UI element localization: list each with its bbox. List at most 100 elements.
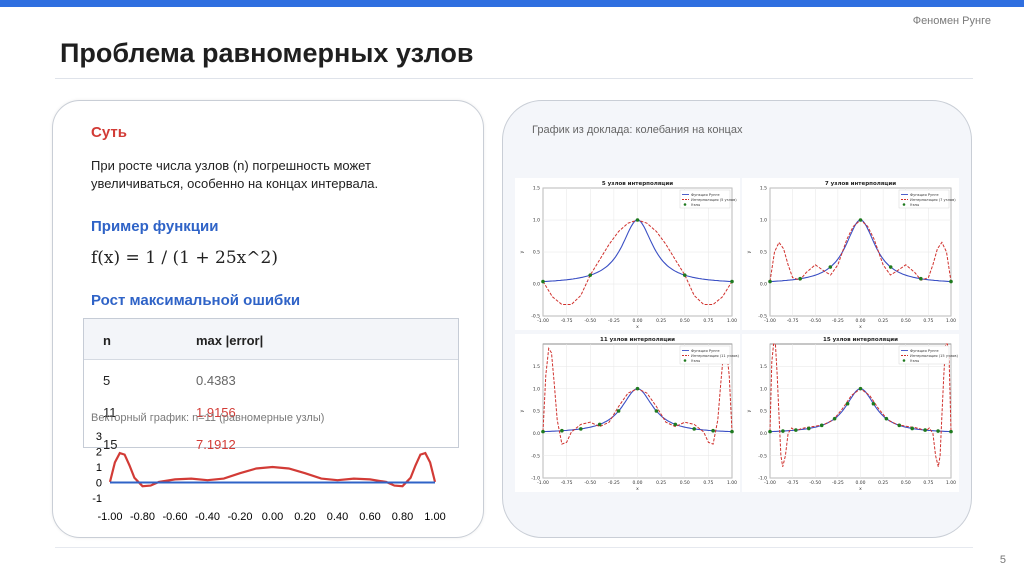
node-point [798, 276, 802, 281]
y-tick-label: 1.5 [533, 186, 540, 192]
plot-panel-5: 5 узлов интерполяции -1.00 -0.75 -0.50 -0.25… [515, 178, 740, 330]
x-axis-label: x [859, 487, 862, 492]
footer-divider [55, 547, 973, 548]
y-tick-label: 0.0 [533, 282, 540, 288]
table-row: 5 0.4383 [84, 359, 458, 391]
plot-5-nodes: 5 узлов интерполяции -1.00 -0.75 -0.50 -0.25… [520, 181, 737, 330]
y-tick-label: -1.0 [531, 476, 540, 482]
x-axis-label: x [859, 325, 862, 330]
node-point [794, 428, 798, 432]
node-point [635, 386, 640, 391]
table-row: 11 1.9156 [84, 391, 458, 423]
plot-7-nodes: 7 узлов интерполяции -1.00 -0.75 -0.50 -0.25… [747, 181, 956, 330]
node-point [616, 409, 621, 413]
node-point [828, 265, 833, 269]
x-tick-label: 0.75 [923, 318, 933, 324]
plot-title: 5 узлов интерполяции [602, 181, 673, 187]
x-tick-label: 0.00 [855, 318, 865, 324]
x-tick-label: 0.25 [878, 480, 888, 486]
x-tick-label: 0.75 [703, 480, 713, 486]
legend-entry: Функция Рунге [910, 349, 939, 353]
x-tick-label: -0.50 [809, 318, 821, 324]
plot-title: 7 узлов интерполяции [825, 181, 896, 187]
node-point [579, 427, 583, 431]
y-tick-label: 0.5 [533, 250, 540, 256]
x-tick-label: -0.25 [608, 318, 620, 324]
node-point [560, 428, 564, 433]
legend-entry: Узлы [910, 359, 919, 363]
y-tick-label: 1.0 [533, 218, 540, 224]
y-tick-label: -0.5 [531, 453, 540, 459]
plot-panel-7: 7 узлов интерполяции -1.00 -0.75 -0.50 -0.25… [742, 178, 959, 330]
y-tick-label: 1.5 [760, 364, 767, 370]
x-tick-label: 0.00 [262, 511, 283, 523]
node-point [597, 422, 602, 427]
x-tick-label: 0.50 [680, 480, 690, 486]
x-tick-label: -1.00 [764, 318, 776, 324]
legend-box [898, 345, 950, 365]
x-tick-label: 0.40 [327, 511, 348, 523]
growth-title: Рост максимальной ошибки [91, 292, 301, 309]
cell-n: 15 [103, 437, 118, 452]
node-point [768, 279, 772, 284]
page-title: Проблема равномерных узлов [60, 38, 474, 68]
node-point [819, 423, 824, 428]
x-tick-label: 1.00 [424, 511, 445, 523]
x-tick-label: -0.75 [787, 480, 799, 486]
plot-11-nodes: 11 узлов интерполяции -1.00 -0.75 -0.50 -0.2… [520, 337, 739, 492]
y-axis-label: y [520, 409, 525, 412]
legend-entry: Интерполяция (15 узлов) [910, 354, 958, 358]
series-line [108, 451, 437, 488]
formula: f(x) = 1 / (1 + 25x^2) [91, 248, 278, 268]
node-point [711, 428, 715, 433]
cell-error: 1.9156 [196, 405, 236, 420]
vector-chart: 3 2 1 0 -1 -1.00 -0.80 -0.60 -0.40 -0.20 0.00 0.20 0… [92, 431, 445, 523]
essence-text: При росте числа узлов (n) погрешность мо… [91, 158, 379, 191]
legend-entry: Функция Рунге [910, 193, 939, 197]
x-tick-label: 0.50 [901, 318, 911, 324]
node-point [635, 218, 640, 222]
x-tick-label: 0.25 [878, 318, 888, 324]
legend-entry: Интерполяция (7 узлов) [910, 198, 956, 202]
vector-chart-caption: Векторный график: n=11 (равномерные узлы… [91, 412, 325, 424]
cell-error: 7.1912 [196, 437, 236, 452]
node-point [806, 426, 811, 431]
x-tick-label: 0.25 [656, 480, 666, 486]
legend-box [898, 189, 950, 209]
y-axis-label: y [747, 409, 752, 412]
plot-panel-15: 15 узлов интерполяции -1.00 -0.75 -0.50 -0.2… [742, 334, 959, 492]
node-point [884, 416, 889, 421]
cell-error: 0.4383 [196, 373, 236, 388]
example-title: Пример функции [91, 218, 219, 235]
node-point [588, 273, 593, 277]
y-tick-label: 1.0 [760, 386, 767, 392]
x-tick-label: -1.00 [764, 480, 776, 486]
error-table: n max |error| 5 0.4383 11 1.9156 15 7.19… [83, 318, 459, 452]
x-tick-label: 1.00 [946, 318, 956, 324]
x-tick-label: 0.25 [656, 318, 666, 324]
x-tick-label: -0.25 [832, 480, 844, 486]
title-divider [55, 78, 973, 79]
x-tick-label: 0.50 [901, 480, 911, 486]
x-tick-label: 0.00 [855, 480, 865, 486]
node-point [949, 279, 953, 284]
x-tick-label: 0.75 [703, 318, 713, 324]
node-point [781, 429, 785, 433]
x-tick-label: -0.50 [809, 480, 821, 486]
node-point [541, 279, 545, 284]
legend-marker [683, 203, 687, 206]
x-tick-label: -0.50 [584, 318, 596, 324]
legend-entry: Узлы [691, 359, 700, 363]
y-tick-label: 1.0 [760, 218, 767, 224]
top-accent-bar [0, 0, 1024, 7]
header-topic: Феномен Рунге [912, 15, 991, 27]
y-tick-label: 3 [96, 431, 102, 443]
node-point [919, 276, 923, 281]
node-point [949, 429, 953, 434]
x-tick-label: 1.00 [946, 480, 956, 486]
node-point [858, 218, 863, 222]
plot-panel-11: 11 узлов интерполяции -1.00 -0.75 -0.50 -0.2… [515, 334, 740, 492]
node-point [910, 426, 915, 431]
table-row: 15 7.1912 [84, 423, 458, 455]
x-tick-label: -0.75 [561, 318, 573, 324]
